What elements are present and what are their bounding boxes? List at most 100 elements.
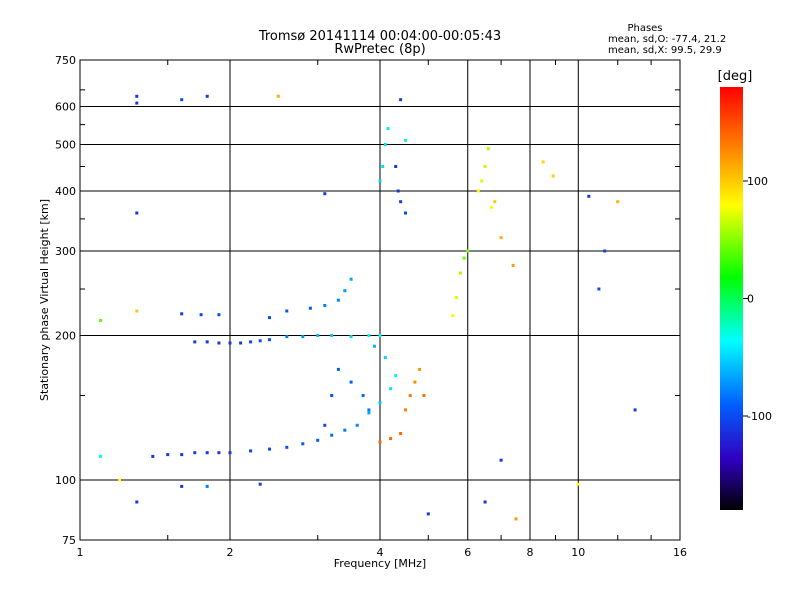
y-axis-label: Stationary phase Virtual Height [km] <box>38 199 51 401</box>
data-point <box>336 298 340 302</box>
data-point <box>239 341 243 345</box>
data-point <box>276 94 280 98</box>
y-tick-label: 750 <box>55 54 76 67</box>
data-point <box>394 374 398 378</box>
data-point <box>483 500 487 504</box>
plot-frame <box>79 59 681 541</box>
data-point <box>217 341 221 345</box>
data-point <box>367 411 371 415</box>
data-point <box>355 423 359 427</box>
data-point <box>268 447 271 451</box>
data-point <box>349 335 353 339</box>
data-point <box>466 249 470 253</box>
chart-title: Tromsø 20141114 00:04:00-00:05:43 <box>258 29 501 44</box>
data-point <box>389 387 393 391</box>
data-point <box>383 143 387 146</box>
data-point <box>166 453 170 457</box>
data-point <box>378 334 382 337</box>
data-point <box>381 165 385 168</box>
data-point <box>493 200 497 204</box>
data-point <box>268 338 271 342</box>
colorbar-label: [deg] <box>718 69 753 84</box>
data-point <box>378 440 382 444</box>
data-point <box>205 484 209 488</box>
data-point <box>455 296 459 299</box>
y-tick-label: 500 <box>55 139 76 152</box>
data-point <box>199 313 203 317</box>
data-point <box>404 211 407 215</box>
data-point <box>349 380 353 384</box>
data-point <box>383 356 387 359</box>
chart-subtitle: RwPretec (8p) <box>334 42 425 57</box>
data-point <box>205 451 209 455</box>
data-point <box>499 458 503 462</box>
data-point <box>551 174 555 178</box>
colorbar-ticks: 100 0 -100 <box>743 175 772 423</box>
data-point <box>316 438 320 442</box>
data-point <box>99 319 103 322</box>
data-point <box>404 408 407 412</box>
data-point <box>301 442 305 446</box>
data-point <box>330 334 334 337</box>
data-point <box>151 454 155 458</box>
data-point <box>258 482 262 486</box>
data-point <box>422 394 426 397</box>
data-point <box>541 160 545 164</box>
data-point <box>323 304 327 307</box>
x-tick-label: 16 <box>673 546 687 559</box>
data-point <box>323 423 327 427</box>
data-point <box>399 200 403 204</box>
y-tick-label: 400 <box>55 185 76 198</box>
x-tick-label: 8 <box>527 546 534 559</box>
data-point <box>499 236 503 240</box>
stats-line-o: mean, sd,O: -77.4, 21.2 <box>608 34 726 45</box>
data-point <box>205 340 209 344</box>
data-point <box>180 98 184 102</box>
x-tick-label: 1 <box>77 546 84 559</box>
data-point <box>490 205 494 209</box>
data-point <box>408 394 412 397</box>
data-point <box>285 309 289 313</box>
y-tick-label: 600 <box>55 101 76 114</box>
data-point <box>135 500 139 504</box>
x-tick-label: 2 <box>227 546 234 559</box>
data-point <box>285 335 289 339</box>
data-point <box>301 335 305 339</box>
data-point <box>228 451 232 455</box>
data-point <box>316 334 320 337</box>
stats-line-x: mean, sd,X: 99.5, 29.9 <box>608 45 722 56</box>
data-point <box>426 512 430 516</box>
data-point <box>249 449 253 453</box>
data-point <box>285 445 289 449</box>
data-point <box>349 277 353 281</box>
data-point <box>633 408 637 412</box>
data-point <box>373 344 376 348</box>
data-point <box>399 432 403 435</box>
data-point <box>217 313 221 317</box>
data-points <box>99 94 637 521</box>
data-point <box>193 340 197 344</box>
data-point <box>249 340 253 344</box>
data-point <box>323 192 327 196</box>
y-tick-label: 200 <box>55 330 76 343</box>
data-point <box>268 316 271 320</box>
data-point <box>258 339 262 343</box>
data-point <box>343 428 347 432</box>
data-point <box>217 451 221 455</box>
x-axis-ticks: 1 2 4 6 8 10 16 <box>77 60 687 559</box>
data-point <box>616 200 620 204</box>
data-point <box>378 401 382 405</box>
data-point <box>135 211 139 215</box>
colorbar-tick-label: 100 <box>747 175 768 188</box>
data-point <box>603 249 607 253</box>
x-axis-label: Frequency [MHz] <box>334 557 426 570</box>
data-point <box>386 127 390 130</box>
data-point <box>480 179 484 183</box>
data-point <box>330 433 334 437</box>
data-point <box>462 256 466 260</box>
data-point <box>396 189 400 193</box>
data-point <box>99 454 103 458</box>
data-point <box>180 312 184 316</box>
data-point <box>458 271 462 275</box>
